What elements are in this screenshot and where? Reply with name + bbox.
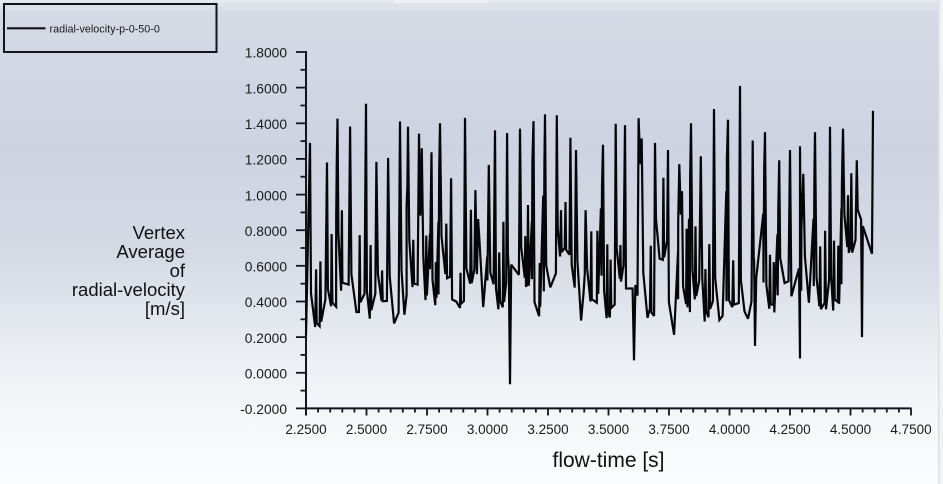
svg-text:3.0000: 3.0000: [467, 422, 508, 437]
svg-text:0.0000: 0.0000: [245, 367, 288, 382]
svg-text:Average: Average: [116, 241, 185, 262]
svg-text:2.5000: 2.5000: [346, 422, 387, 437]
svg-text:0.2000: 0.2000: [245, 331, 288, 346]
svg-text:1.0000: 1.0000: [245, 188, 288, 203]
svg-text:4.5000: 4.5000: [830, 422, 871, 437]
svg-text:1.8000: 1.8000: [245, 46, 288, 61]
svg-text:0.8000: 0.8000: [245, 224, 288, 239]
svg-text:1.2000: 1.2000: [245, 153, 288, 168]
svg-text:2.7500: 2.7500: [406, 422, 447, 437]
svg-text:of: of: [170, 260, 186, 281]
svg-text:3.7500: 3.7500: [648, 422, 689, 437]
svg-text:1.4000: 1.4000: [245, 117, 288, 132]
svg-text:4.2500: 4.2500: [769, 422, 810, 437]
svg-text:4.7500: 4.7500: [890, 422, 931, 437]
svg-text:-0.2000: -0.2000: [240, 402, 287, 417]
svg-text:3.2500: 3.2500: [527, 422, 568, 437]
svg-text:radial-velocity-p-0-50-0: radial-velocity-p-0-50-0: [50, 23, 160, 35]
svg-text:4.0000: 4.0000: [709, 422, 750, 437]
svg-text:0.6000: 0.6000: [245, 260, 288, 275]
svg-text:Vertex: Vertex: [133, 222, 186, 243]
svg-text:1.6000: 1.6000: [245, 81, 288, 96]
svg-text:flow-time [s]: flow-time [s]: [552, 449, 664, 472]
svg-text:[m/s]: [m/s]: [145, 298, 185, 319]
svg-text:2.2500: 2.2500: [285, 422, 326, 437]
svg-text:3.5000: 3.5000: [588, 422, 629, 437]
svg-text:radial-velocity: radial-velocity: [72, 279, 186, 300]
svg-text:0.4000: 0.4000: [245, 295, 288, 310]
